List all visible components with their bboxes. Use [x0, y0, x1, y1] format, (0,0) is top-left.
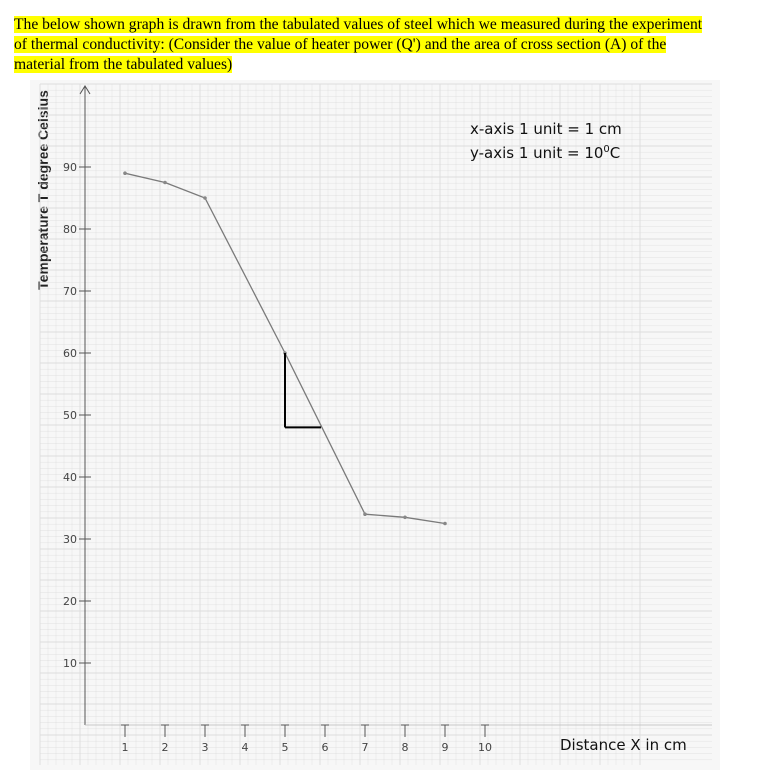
caption-line-3: material from the tabulated values): [14, 56, 233, 73]
y-tick-label: 40: [63, 471, 77, 484]
y-tick-label: 30: [63, 533, 77, 546]
data-point: [403, 515, 407, 520]
data-point: [163, 180, 167, 185]
x-tick-label: 8: [402, 741, 409, 754]
x-tick-label: 5: [282, 741, 289, 754]
y-tick-label: 90: [63, 161, 77, 174]
data-series: [123, 171, 447, 526]
y-tick-label: 50: [63, 409, 77, 422]
x-tick-label: 7: [362, 741, 369, 754]
x-scale-note: x-axis 1 unit = 1 cm: [470, 120, 622, 138]
y-tick-label: 80: [63, 223, 77, 236]
y-axis-arrow: [79, 85, 91, 95]
data-point: [363, 512, 367, 516]
x-axis-label: Distance X in cm: [560, 736, 687, 754]
y-tick-label: 60: [63, 347, 77, 360]
caption-line-1: The below shown graph is drawn from the …: [14, 16, 703, 33]
y-scale-note-prefix: y-axis 1 unit = 10: [470, 144, 603, 162]
data-point: [203, 196, 207, 200]
x-tick-label: 6: [322, 741, 329, 754]
data-point: [443, 521, 447, 526]
grid: [39, 83, 712, 765]
x-tick-label: 4: [242, 741, 249, 754]
slope-triangle: [284, 353, 321, 429]
caption-line-2: of thermal conductivity: (Consider the v…: [14, 36, 667, 53]
series-line: [124, 172, 446, 525]
x-tick-label: 10: [478, 741, 492, 754]
y-scale-note: y-axis 1 unit = 100C: [470, 144, 620, 162]
question-caption: The below shown graph is drawn from the …: [14, 15, 754, 75]
x-tick-label: 9: [442, 741, 449, 754]
y-tick-label: 70: [63, 285, 77, 298]
y-tick-label: 20: [63, 595, 77, 608]
x-tick-label: 1: [122, 741, 129, 754]
y-tick-label: 10: [63, 657, 77, 670]
x-tick-label: 3: [202, 741, 209, 754]
data-point: [123, 171, 127, 175]
degree-sup: 0: [603, 144, 609, 155]
y-scale-note-suffix: C: [610, 144, 620, 162]
axes: 10 20 30 40 50 60 70 80 90 1 2 3 4 5 6 7 8 9 10: [63, 85, 712, 754]
x-tick-label: 2: [162, 741, 169, 754]
